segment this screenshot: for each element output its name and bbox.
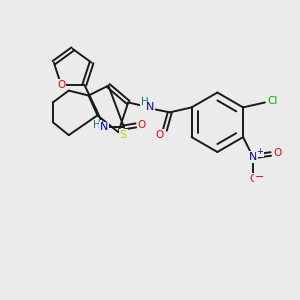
Text: −: −: [255, 172, 265, 182]
Text: O: O: [274, 148, 282, 158]
Text: O: O: [138, 120, 146, 130]
Text: N: N: [146, 102, 154, 112]
Text: Cl: Cl: [268, 97, 278, 106]
Text: H: H: [93, 120, 101, 130]
Text: H: H: [141, 98, 149, 107]
Text: S: S: [120, 130, 127, 140]
Text: O: O: [156, 130, 164, 140]
Text: +: +: [256, 148, 263, 157]
Text: N: N: [100, 122, 108, 132]
Text: O: O: [57, 80, 65, 90]
Text: N: N: [249, 152, 257, 162]
Text: O: O: [249, 174, 257, 184]
